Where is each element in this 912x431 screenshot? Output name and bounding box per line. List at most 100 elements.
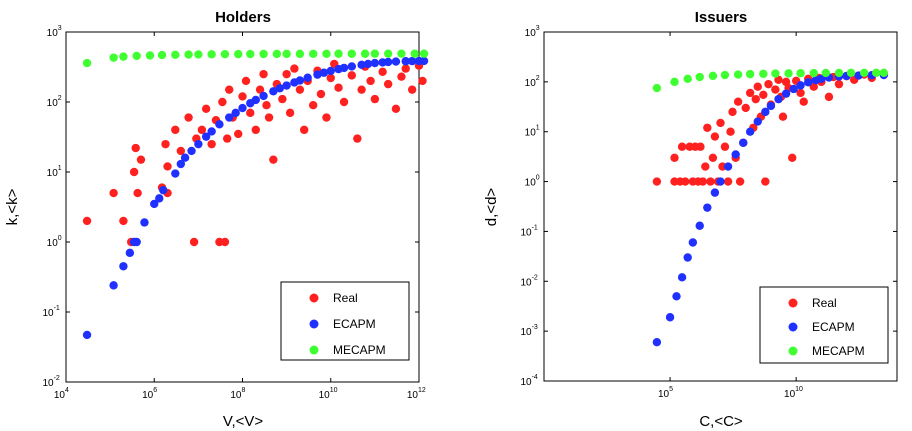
holders-ecapm-point bbox=[194, 139, 203, 149]
issuers-real-point bbox=[677, 142, 687, 151]
issuers-real-point bbox=[723, 177, 733, 186]
issuers-mecapm-point bbox=[872, 68, 881, 77]
holders-legend: Real ECAPM MECAPM bbox=[280, 281, 410, 361]
holders-real-point bbox=[238, 92, 247, 101]
issuers-y-tick-label-exp: -1 bbox=[532, 224, 538, 231]
issuers-ecapm-point bbox=[710, 188, 720, 197]
issuers-y-tick-label-exp: -3 bbox=[532, 324, 538, 331]
holders-ecapm-point bbox=[207, 127, 216, 136]
issuers-x-tick-label-exp: 10 bbox=[795, 386, 803, 393]
holders-real-point bbox=[295, 85, 305, 94]
holders-ecapm-point bbox=[313, 70, 322, 79]
holders-real-point bbox=[119, 216, 128, 226]
holders-mecapm-point bbox=[370, 49, 380, 58]
holders-ecapm-point bbox=[215, 120, 224, 129]
holders-x-tick-label-base: 10 bbox=[54, 390, 66, 401]
issuers-real-point bbox=[759, 90, 768, 100]
issuers-ecapm-point bbox=[665, 313, 675, 322]
holders-real-point bbox=[220, 237, 230, 247]
holders-ecapm-point bbox=[269, 87, 278, 96]
holders-real-point bbox=[131, 143, 140, 153]
holders-ecapm-point bbox=[187, 146, 196, 156]
holders-real-point bbox=[282, 69, 291, 79]
holders-ecapm-point bbox=[109, 281, 118, 290]
holders-x-ticks: 10 4 10 6 10 8 10 10 10 12 bbox=[54, 32, 426, 401]
issuers-mecapm-point bbox=[846, 68, 856, 77]
issuers-y-tick-label-exp: 3 bbox=[536, 25, 540, 32]
holders-y-tick-label-exp: 3 bbox=[58, 25, 62, 32]
issuers-ecapm-point bbox=[723, 162, 733, 171]
holders-ecapm-point bbox=[140, 218, 149, 227]
holders-ecapm-point bbox=[370, 58, 380, 68]
issuers-real-point bbox=[706, 177, 715, 186]
holders-x-tick-label-base: 10 bbox=[142, 390, 154, 401]
holders-mecapm-point bbox=[360, 49, 370, 58]
issuers-real-point bbox=[774, 75, 783, 84]
holders-real-point bbox=[347, 71, 357, 80]
holders-real-point bbox=[176, 146, 186, 156]
holders-real-point bbox=[370, 94, 380, 104]
issuers-mecapm-point bbox=[652, 83, 662, 93]
holders-y-tick-label-exp: 1 bbox=[58, 165, 62, 172]
holders-legend-label-mecapm: MECAPM bbox=[333, 343, 386, 357]
issuers-ecapm-point bbox=[774, 94, 783, 104]
holders-real-point bbox=[133, 188, 142, 198]
issuers-ecapm-point bbox=[753, 117, 762, 126]
issuers-y-tick-label-base: 10 bbox=[525, 178, 537, 189]
holders-real-point bbox=[201, 104, 211, 113]
holders-real-point bbox=[197, 125, 207, 135]
holders-real-point bbox=[255, 85, 265, 94]
holders-ecapm-point bbox=[259, 91, 268, 101]
issuers-real-point bbox=[698, 177, 708, 186]
holders-mecapm-point bbox=[397, 49, 406, 58]
holders-y-tick-label-exp: -2 bbox=[54, 375, 60, 382]
holders-ecapm-point bbox=[155, 194, 164, 203]
holders-ecapm-point bbox=[282, 81, 291, 90]
holders-mecapm-point bbox=[295, 49, 305, 59]
issuers-real-point bbox=[771, 85, 780, 94]
issuers-ecapm-point bbox=[781, 89, 791, 98]
issuers-real-point bbox=[745, 88, 755, 98]
holders-ecapm-point bbox=[401, 57, 410, 66]
holders-ecapm-point bbox=[119, 262, 128, 271]
issuers-real-point bbox=[701, 162, 710, 171]
holders-real-point bbox=[353, 134, 362, 143]
issuers-real-point bbox=[764, 79, 773, 89]
issuers-mecapm-point bbox=[821, 68, 830, 78]
holders-real-point bbox=[269, 155, 278, 164]
holders-mecapm-point bbox=[383, 49, 393, 58]
holders-x-tick-label-exp: 6 bbox=[153, 387, 157, 394]
holders-real-point bbox=[189, 237, 199, 247]
holders-real-point bbox=[326, 73, 335, 83]
holders-ecapm-point bbox=[275, 84, 284, 93]
issuers-legend-label-real: Real bbox=[812, 296, 837, 310]
issuers-mecapm-point bbox=[796, 69, 805, 78]
issuers-y-tick-label-base: 10 bbox=[520, 227, 532, 238]
issuers-x-tick-label-base: 10 bbox=[784, 389, 796, 400]
holders-mecapm-point bbox=[419, 49, 429, 58]
holders-ecapm-point bbox=[180, 153, 190, 162]
holders-real-point bbox=[225, 85, 234, 94]
holders-mecapm-point bbox=[171, 50, 180, 60]
issuers-ecapm-point bbox=[796, 81, 805, 90]
holders-legend-box bbox=[280, 281, 410, 361]
issuers-legend-label-ecapm: ECAPM bbox=[812, 320, 855, 334]
holders-mecapm-point bbox=[322, 49, 331, 59]
holders-real-point bbox=[184, 113, 193, 122]
issuers-real-point bbox=[788, 153, 797, 162]
issuers-y-tick-label-base: 10 bbox=[520, 327, 532, 338]
holders-real-point bbox=[246, 108, 255, 118]
holders-real-point bbox=[378, 67, 387, 77]
holders-ecapm-point bbox=[419, 56, 429, 66]
holders-real-point bbox=[383, 79, 393, 89]
holders-mecapm-point bbox=[410, 49, 419, 58]
holders-ecapm-point bbox=[132, 237, 141, 247]
issuers-y-tick-label-base: 10 bbox=[525, 28, 537, 39]
holders-legend-label-ecapm: ECAPM bbox=[333, 317, 376, 331]
issuers-mecapm-point bbox=[759, 69, 768, 79]
holders-real-point bbox=[222, 134, 232, 143]
issuers-y-tick-label-exp: -2 bbox=[532, 274, 538, 281]
holders-real-point bbox=[278, 94, 287, 104]
holders-x-tick-label-base: 10 bbox=[319, 390, 331, 401]
holders-ecapm-point bbox=[407, 56, 417, 66]
